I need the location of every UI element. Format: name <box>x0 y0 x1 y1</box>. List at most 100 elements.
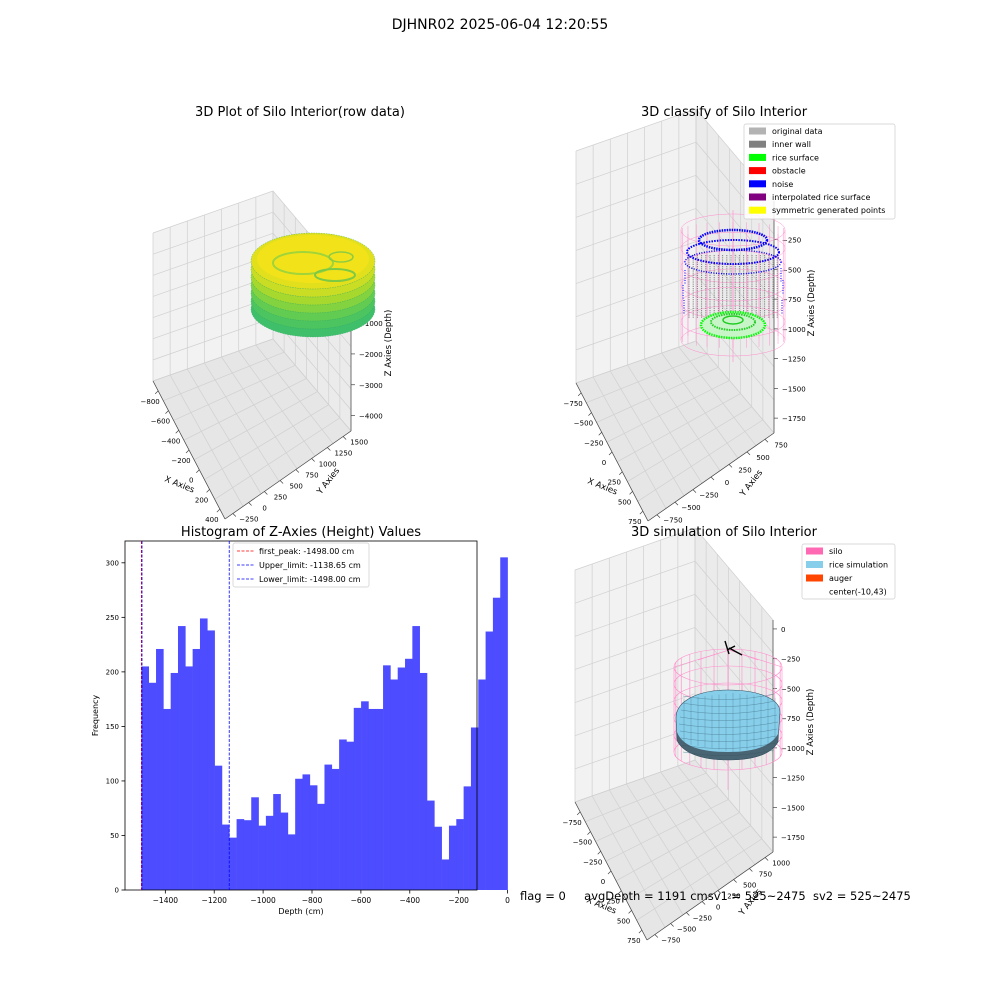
grid-line <box>606 380 730 443</box>
x-tick <box>576 811 581 816</box>
y-tick <box>342 436 347 440</box>
histogram-bar <box>500 557 508 890</box>
histogram-bar <box>207 630 215 890</box>
grid-line <box>627 364 703 484</box>
grid-line <box>152 338 274 382</box>
histogram-bar <box>397 667 406 890</box>
z-tick-label: −250 <box>782 237 801 245</box>
y-tick-label: 250 <box>106 614 119 622</box>
z-tick-label: −1000 <box>781 745 805 753</box>
grid-line <box>575 274 697 318</box>
x-tick-label: 250 <box>607 898 620 906</box>
histogram-bar <box>214 765 223 890</box>
z-axis-label: Z Axies (Depth) <box>384 310 394 377</box>
flag-text: flag = 0 <box>520 889 566 903</box>
x-tick <box>619 471 623 475</box>
histogram-bar <box>441 859 450 890</box>
y-tick-label: 750 <box>774 441 787 449</box>
grid-line <box>574 527 696 571</box>
legend-swatch <box>749 140 766 148</box>
y-tick <box>764 439 769 443</box>
y-tick <box>686 912 690 916</box>
y-tick-label: 1000 <box>319 461 337 469</box>
histogram-bar <box>478 679 486 890</box>
x-tick-label: 400 <box>205 516 218 524</box>
histogram-bar <box>463 786 472 890</box>
back-left-pane <box>153 191 273 381</box>
y-tick-label: 750 <box>759 871 772 879</box>
y-tick-label: −250 <box>693 915 712 923</box>
x-tick <box>577 392 582 397</box>
histogram-bar <box>361 701 369 890</box>
legend-label: original data <box>772 127 823 136</box>
histogram-bar <box>141 666 150 890</box>
legend-swatch <box>806 547 823 555</box>
grid-line <box>575 108 697 152</box>
legend-label: noise <box>772 180 793 189</box>
y-tick <box>295 469 300 473</box>
x-tick-label: 500 <box>618 498 631 506</box>
z-tick-label: −1750 <box>782 415 806 423</box>
rice-ring <box>699 310 767 340</box>
x-tick <box>206 489 210 493</box>
sv1-text: sv1 = 525~2475 <box>707 889 806 903</box>
z-tick-label: 0 <box>781 626 785 634</box>
x-tick-label: 500 <box>617 917 630 925</box>
raw-contour <box>272 251 334 275</box>
grid-line <box>609 370 685 497</box>
histogram-bar <box>148 682 157 890</box>
noise-ring <box>686 239 780 265</box>
grid-line <box>694 527 774 621</box>
y-tick-label: −750 <box>663 517 682 525</box>
y-tick-label: 300 <box>106 559 119 567</box>
grid-line <box>574 759 696 803</box>
grid-line <box>575 174 697 218</box>
grid-line <box>204 404 329 480</box>
x-tick-label: −250 <box>584 439 603 447</box>
x-tick <box>587 831 591 835</box>
rice-mesh-line <box>678 721 779 728</box>
y-tick <box>279 480 284 484</box>
grid-line <box>152 317 274 361</box>
rice-mesh-line <box>682 693 775 700</box>
floor-pane <box>576 341 774 521</box>
legend-swatch <box>749 180 766 188</box>
legend-box <box>801 543 896 600</box>
y-tick <box>710 476 715 481</box>
grid-line <box>272 338 352 432</box>
y-tick <box>733 879 737 883</box>
panel-histogram: −1400 −1200 −1000 −800 −600 −400 −200 0 0 50 100 15… <box>91 525 510 916</box>
noise-ring <box>697 228 769 252</box>
histogram-bar <box>287 834 296 890</box>
x-tick-label: 250 <box>608 479 621 487</box>
x-tick <box>175 430 179 434</box>
histogram-bar <box>339 739 347 890</box>
legend-label: interpolated rice surface <box>772 193 870 202</box>
y-tick-label: −250 <box>239 516 258 524</box>
figure-title: DJHNR02 2025-06-04 12:20:55 <box>391 17 609 33</box>
y-tick <box>654 934 659 938</box>
y-tick-label: 0 <box>115 887 119 895</box>
y-tick <box>248 502 252 506</box>
histogram-bar <box>434 826 442 890</box>
histogram-bar <box>492 597 501 890</box>
back-left-pane <box>575 528 695 802</box>
z-tick-label: −1250 <box>781 775 805 783</box>
z-tick-label: −1000 <box>782 326 806 334</box>
grid-line <box>627 406 752 482</box>
histogram-legend: first_peak: -1498.00 cm Upper_limit: -113… <box>232 542 370 588</box>
chart-title: 3D Plot of Silo Interior(row data) <box>195 105 405 120</box>
rice-mesh-line <box>679 728 778 735</box>
x-tick <box>165 410 169 414</box>
x-tick <box>638 929 643 934</box>
histogram-bar <box>390 679 399 890</box>
classify-legend: original data inner wall rice surface obsta… <box>743 123 896 220</box>
y-axis-label: Frequency <box>91 695 100 737</box>
grid-line <box>214 417 341 500</box>
y-tick-label: −750 <box>661 937 680 945</box>
y-tick-label: 500 <box>743 882 756 890</box>
grid-line <box>678 346 757 446</box>
legend-label: symmetric generated points <box>772 206 885 215</box>
grid-line <box>575 141 697 185</box>
grid-line <box>636 838 763 921</box>
